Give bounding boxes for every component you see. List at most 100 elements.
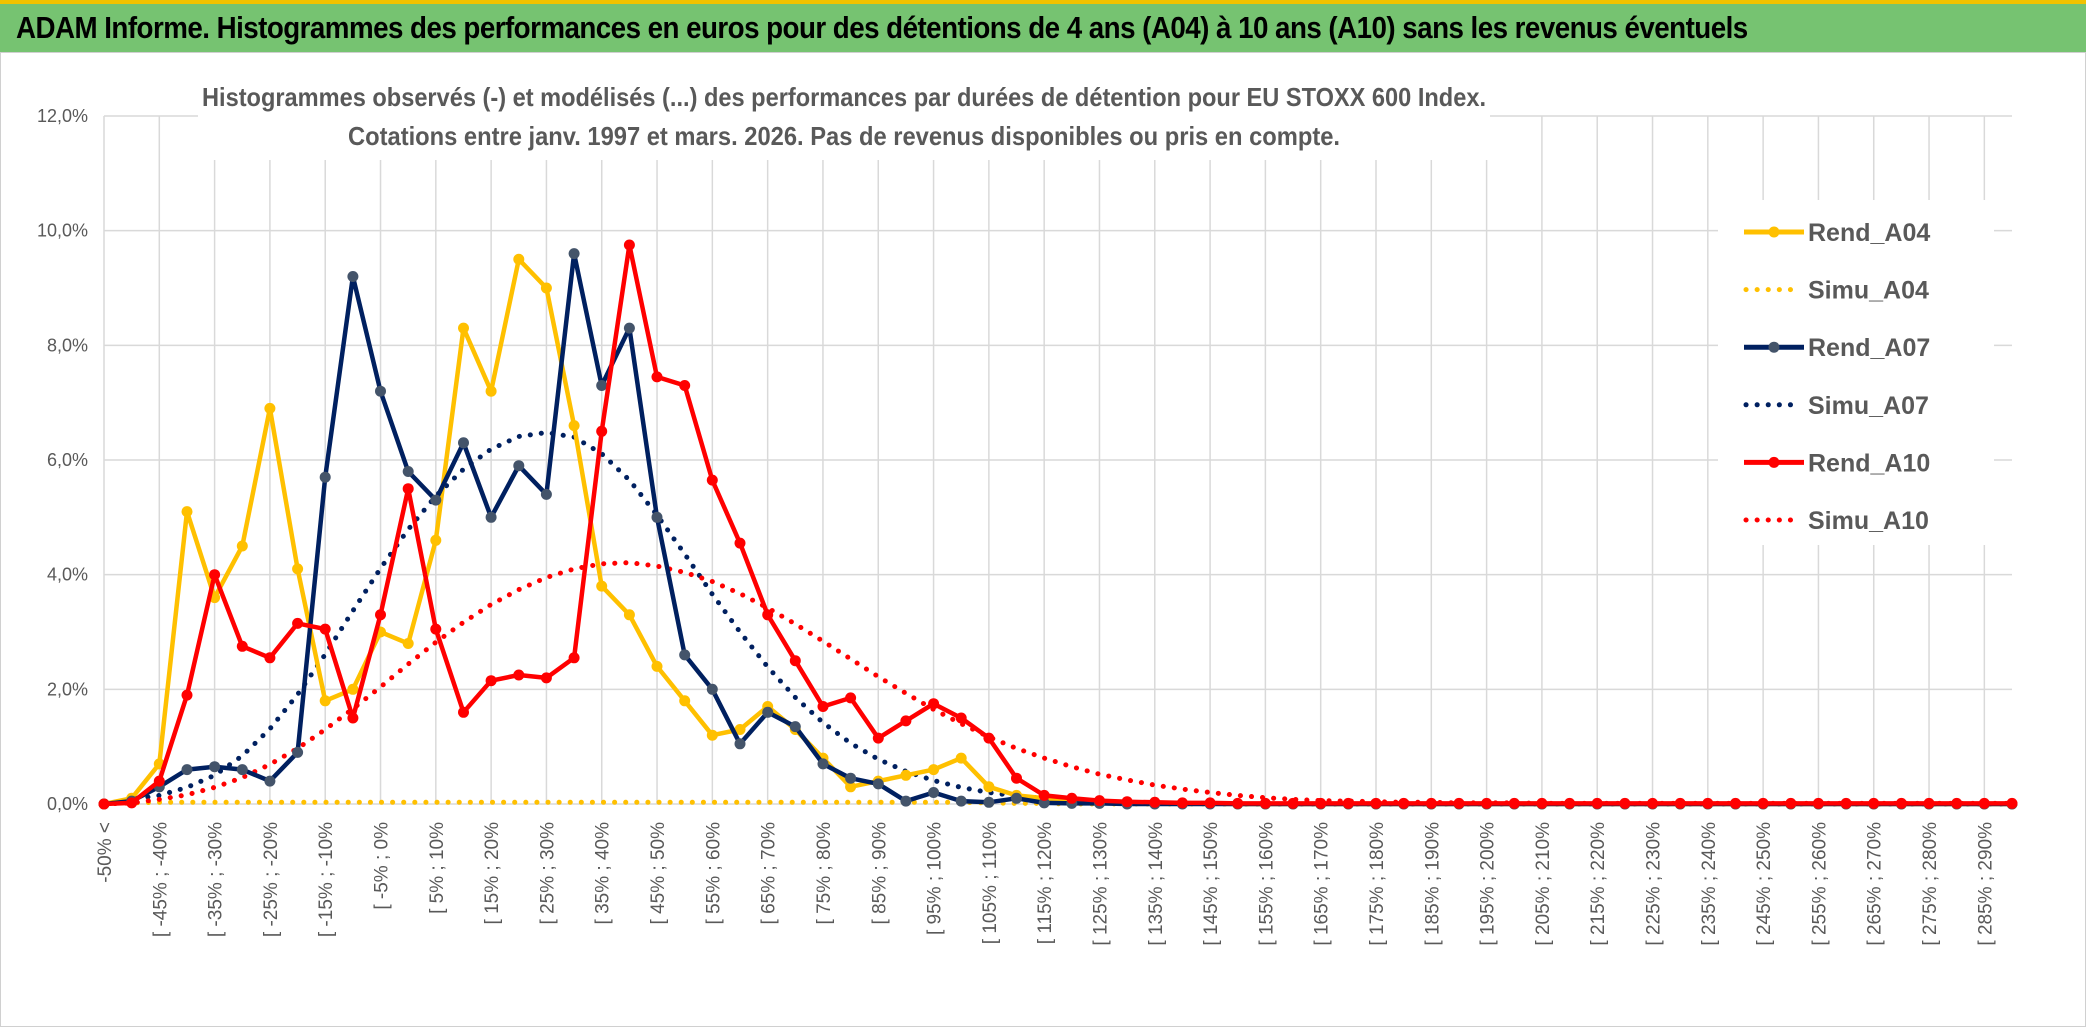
data-point — [1785, 797, 1797, 809]
data-point — [430, 623, 442, 635]
series-line — [103, 242, 2012, 807]
data-point — [983, 732, 995, 744]
data-point — [402, 466, 414, 477]
data-point — [126, 797, 138, 809]
x-tick-label: [ 15% ; 20% — [482, 822, 503, 925]
data-point — [1287, 797, 1299, 809]
data-point — [734, 724, 746, 735]
data-point — [651, 371, 663, 383]
legend-item: Rend_A10 — [1744, 449, 1930, 477]
data-point — [153, 775, 165, 787]
legend-item: Rend_A07 — [1744, 334, 1930, 362]
report-banner: ADAM Informe. Histogrammes des performan… — [0, 0, 2086, 52]
series-Rend_A10 — [98, 239, 2018, 810]
data-point — [430, 534, 442, 546]
data-point — [236, 764, 248, 776]
data-point — [1536, 797, 1548, 809]
legend: Rend_A04 Simu_A04 Rend_A07 Simu_A07 Rend_A10… — [1718, 200, 1994, 545]
x-tick-label: [ 95% ; 100% — [925, 822, 946, 935]
x-tick-label: [ 175% ; 180% — [1367, 822, 1388, 946]
data-point — [1094, 795, 1105, 807]
legend-background — [1718, 200, 1994, 545]
data-point — [706, 729, 718, 741]
data-point — [762, 609, 774, 621]
x-tick-label: [ 115% ; 120% — [1035, 822, 1056, 944]
data-point — [1259, 797, 1271, 809]
x-tick-label: [ 65% ; 70% — [759, 822, 780, 925]
x-tick-label: [ 215% ; 220% — [1588, 822, 1609, 946]
legend-marker — [1768, 226, 1780, 238]
data-point — [900, 795, 912, 807]
x-tick-label: [ -25% ; -20% — [261, 822, 282, 937]
data-point — [513, 669, 525, 681]
legend-marker — [1768, 456, 1780, 468]
y-tick-label: 10,0% — [37, 221, 88, 241]
x-tick-label: [ 225% ; 230% — [1644, 822, 1665, 946]
data-point — [264, 652, 276, 664]
chart-title-block: Histogrammes observés (-) et modélisés (… — [198, 74, 1490, 160]
data-point — [789, 655, 801, 667]
data-point — [1868, 797, 1880, 809]
data-point — [2006, 797, 2018, 809]
data-point — [845, 772, 857, 784]
x-tick-label: [ 105% ; 110% — [980, 822, 1001, 944]
data-point — [485, 511, 497, 523]
data-point — [292, 746, 304, 758]
data-point — [679, 695, 691, 707]
data-point — [955, 752, 967, 764]
data-point — [1895, 797, 1907, 809]
data-point — [1951, 797, 1963, 809]
data-point — [1674, 797, 1686, 809]
x-tick-label: [ 185% ; 190% — [1422, 822, 1443, 946]
x-tick-label: [ 35% ; 40% — [593, 822, 614, 925]
data-point — [872, 732, 884, 744]
data-point — [319, 471, 331, 483]
data-point — [1038, 789, 1050, 801]
chart-title-line1: Histogrammes observés (-) et modélisés (… — [202, 82, 1486, 112]
data-point — [762, 706, 774, 718]
legend-label: Simu_A04 — [1808, 277, 1929, 305]
data-point — [1453, 797, 1465, 809]
data-point — [181, 506, 193, 518]
x-tick-label: [ -5% ; 0% — [372, 822, 393, 910]
data-point — [734, 738, 746, 750]
data-point — [458, 437, 469, 449]
data-point — [264, 402, 276, 414]
legend-label: Simu_A07 — [1808, 392, 1929, 420]
data-point — [1702, 797, 1714, 809]
data-point — [236, 540, 248, 552]
data-point — [540, 282, 552, 294]
data-point — [402, 638, 414, 649]
y-tick-label: 2,0% — [47, 679, 88, 699]
x-tick-label: [ 275% ; 280% — [1920, 822, 1941, 946]
data-point — [209, 569, 221, 581]
chart-title-line2: Cotations entre janv. 1997 et mars. 2026… — [348, 121, 1340, 151]
data-point — [540, 488, 552, 500]
data-point — [734, 537, 746, 549]
x-tick-label: [ -15% ; -10% — [316, 822, 337, 937]
data-point — [596, 580, 608, 592]
data-point — [1342, 797, 1354, 809]
data-point — [789, 721, 801, 733]
data-point — [706, 474, 718, 486]
data-point — [1647, 797, 1658, 809]
x-tick-label: [ 255% ; 260% — [1809, 822, 1830, 946]
y-axis-labels: 0,0% 2,0% 4,0% 6,0% 8,0% 10,0% 12,0% — [37, 106, 88, 814]
data-point — [181, 689, 193, 701]
data-point — [1564, 797, 1576, 809]
data-point — [623, 609, 635, 621]
data-point — [513, 460, 525, 472]
data-point — [347, 683, 359, 695]
data-point — [623, 239, 635, 251]
data-point — [679, 649, 691, 661]
data-point — [983, 796, 995, 808]
data-point — [1370, 797, 1382, 809]
data-point — [1619, 797, 1631, 809]
data-point — [928, 764, 940, 776]
data-point — [1923, 797, 1935, 809]
data-point — [651, 660, 663, 672]
data-point — [955, 712, 967, 724]
data-point — [872, 778, 884, 790]
data-point — [845, 781, 857, 793]
